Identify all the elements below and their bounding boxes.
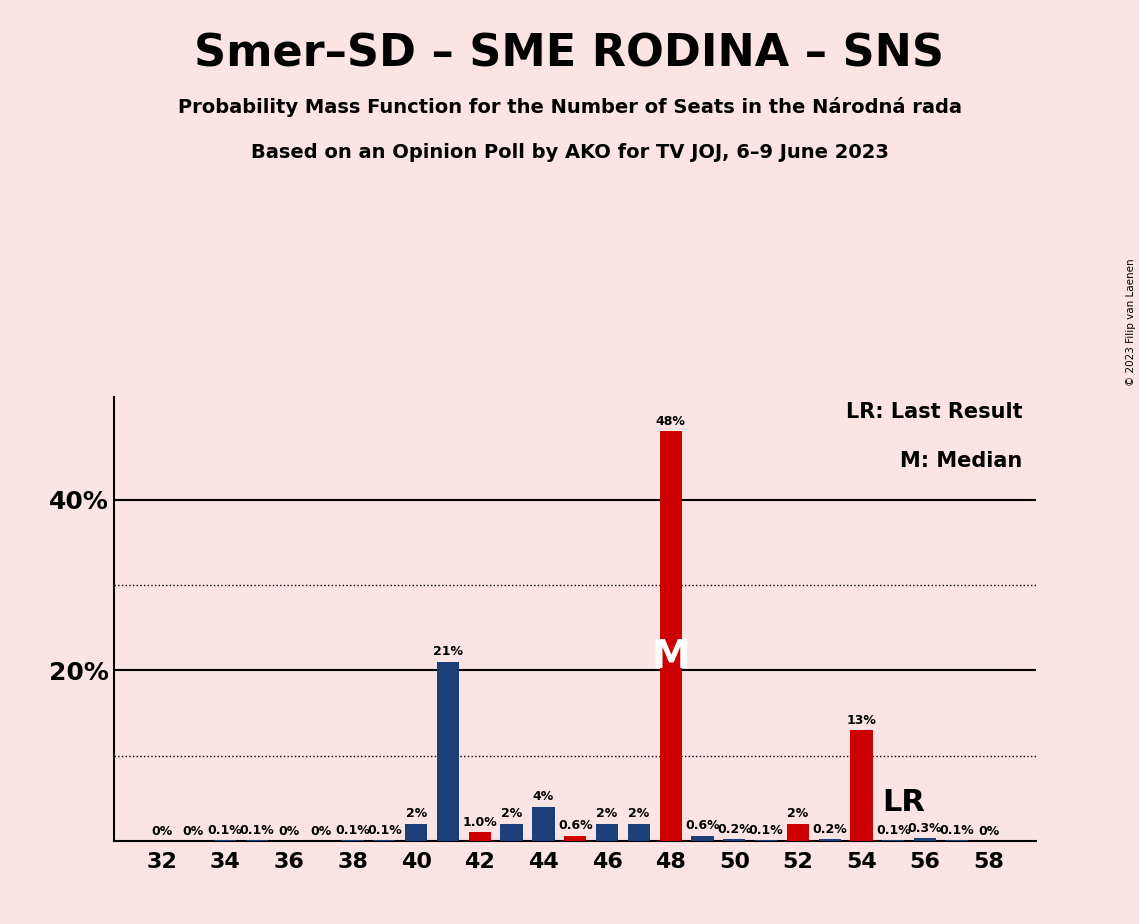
Bar <box>851 730 872 841</box>
Text: 0%: 0% <box>978 825 999 838</box>
Text: 0.1%: 0.1% <box>335 823 370 836</box>
Bar <box>819 839 841 841</box>
Bar <box>691 835 713 841</box>
Text: 0.1%: 0.1% <box>876 823 911 836</box>
Text: 1.0%: 1.0% <box>462 816 497 829</box>
Text: M: M <box>652 638 690 675</box>
Text: 0.2%: 0.2% <box>716 822 752 835</box>
Bar <box>787 824 809 841</box>
Text: 0.1%: 0.1% <box>940 823 974 836</box>
Bar <box>723 839 745 841</box>
Text: Smer–SD – SME RODINA – SNS: Smer–SD – SME RODINA – SNS <box>195 32 944 76</box>
Text: 0.1%: 0.1% <box>748 823 784 836</box>
Text: 0%: 0% <box>310 825 331 838</box>
Text: Based on an Opinion Poll by AKO for TV JOJ, 6–9 June 2023: Based on an Opinion Poll by AKO for TV J… <box>251 143 888 163</box>
Text: 0%: 0% <box>151 825 172 838</box>
Text: LR: Last Result: LR: Last Result <box>846 402 1023 421</box>
Text: M: Median: M: Median <box>901 451 1023 470</box>
Text: LR: LR <box>883 787 925 817</box>
Text: 13%: 13% <box>846 713 876 726</box>
Bar <box>405 824 427 841</box>
Text: 0%: 0% <box>278 825 300 838</box>
Text: 2%: 2% <box>787 808 809 821</box>
Bar <box>532 807 555 841</box>
Text: 0.3%: 0.3% <box>908 821 942 835</box>
Text: 0%: 0% <box>182 825 204 838</box>
Bar <box>500 824 523 841</box>
Text: Probability Mass Function for the Number of Seats in the Národná rada: Probability Mass Function for the Number… <box>178 97 961 117</box>
Text: 2%: 2% <box>501 808 522 821</box>
Text: 0.6%: 0.6% <box>686 820 720 833</box>
Bar <box>468 833 491 841</box>
Text: 2%: 2% <box>629 808 649 821</box>
Bar <box>436 662 459 841</box>
Text: 0.6%: 0.6% <box>558 820 592 833</box>
Bar <box>564 835 587 841</box>
Text: 2%: 2% <box>597 808 617 821</box>
Bar <box>628 824 650 841</box>
Bar <box>596 824 618 841</box>
Text: 0.1%: 0.1% <box>239 823 274 836</box>
Text: © 2023 Filip van Laenen: © 2023 Filip van Laenen <box>1126 259 1136 386</box>
Text: 0.1%: 0.1% <box>208 823 243 836</box>
Bar <box>659 432 682 841</box>
Text: 4%: 4% <box>533 790 554 803</box>
Text: 0.1%: 0.1% <box>367 823 402 836</box>
Text: 0.2%: 0.2% <box>812 822 847 835</box>
Text: 21%: 21% <box>433 645 462 658</box>
Bar <box>913 838 936 841</box>
Text: 48%: 48% <box>656 415 686 428</box>
Text: 2%: 2% <box>405 808 427 821</box>
